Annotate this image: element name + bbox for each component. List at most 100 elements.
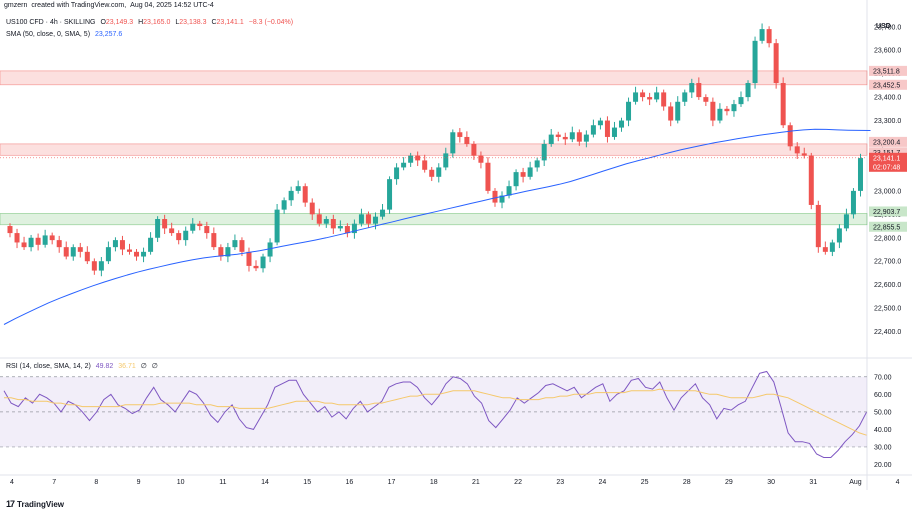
symbol-legend[interactable]: US100 CFD · 4h · SKILLING O23,149.3 H23,… bbox=[6, 19, 296, 26]
candle bbox=[7, 223, 13, 238]
candle-body bbox=[63, 247, 69, 257]
candle-body bbox=[105, 247, 111, 262]
sma-label[interactable]: SMA (50, close, 0, SMA, 5) bbox=[6, 31, 91, 38]
price-tick-label: 23,400.0 bbox=[874, 95, 901, 102]
candle bbox=[787, 122, 793, 151]
time-tick-label: 15 bbox=[303, 479, 311, 486]
price-tick-label: 22,600.0 bbox=[874, 282, 901, 289]
open-value: 23,149.3 bbox=[105, 19, 134, 26]
candle-body bbox=[661, 92, 667, 107]
price-tick-label: 23,300.0 bbox=[874, 118, 901, 125]
candle bbox=[534, 157, 540, 172]
candle-body bbox=[232, 240, 238, 248]
candle bbox=[408, 152, 414, 167]
candle bbox=[843, 208, 849, 232]
candle-body bbox=[548, 134, 554, 144]
candle-body bbox=[267, 242, 273, 257]
sma-value: 23,257.6 bbox=[94, 31, 123, 38]
candle bbox=[134, 249, 140, 261]
sma-line bbox=[3, 128, 871, 325]
candle-body bbox=[225, 247, 231, 257]
candle bbox=[380, 204, 386, 220]
candle bbox=[148, 232, 154, 255]
candle bbox=[295, 180, 301, 194]
candle bbox=[801, 147, 807, 159]
price-tag: 23,141.1 bbox=[869, 152, 907, 163]
candle-body bbox=[626, 101, 632, 121]
sma-legend[interactable]: SMA (50, close, 0, SMA, 5) 23,257.6 bbox=[6, 31, 125, 38]
price-tag-label: 23,452.5 bbox=[873, 82, 900, 89]
candle-body bbox=[829, 242, 835, 252]
candle-body bbox=[597, 120, 603, 126]
zone-red-1 bbox=[0, 143, 868, 156]
candle bbox=[351, 219, 357, 239]
price-tag-bg bbox=[869, 206, 907, 217]
candle-body bbox=[443, 153, 449, 168]
candle-body bbox=[183, 230, 189, 241]
candle-body bbox=[98, 261, 104, 271]
candle bbox=[365, 211, 371, 228]
rsi-line bbox=[3, 370, 867, 458]
price-tag: 23,452.5 bbox=[869, 79, 907, 90]
price-tag: 02:07:48 bbox=[869, 161, 907, 172]
price-tag-bg bbox=[869, 147, 907, 158]
price-tag-label: 22,855.5 bbox=[873, 224, 900, 231]
candle bbox=[49, 232, 55, 245]
time-tick-label: 28 bbox=[683, 479, 691, 486]
candle-body bbox=[351, 223, 357, 234]
time-tick-label: 9 bbox=[137, 479, 141, 486]
candle bbox=[112, 237, 118, 252]
candle-body bbox=[77, 247, 83, 252]
candle bbox=[541, 139, 547, 167]
candle bbox=[590, 119, 596, 138]
candle bbox=[633, 86, 639, 105]
price-tag-label: 23,200.4 bbox=[873, 139, 900, 146]
candle bbox=[358, 208, 364, 227]
time-tick-label: 22 bbox=[514, 479, 522, 486]
candle-body bbox=[527, 167, 533, 177]
candle-body bbox=[696, 83, 702, 98]
price-tick-label: 22,700.0 bbox=[874, 259, 901, 266]
candle-body bbox=[724, 108, 730, 112]
candle bbox=[710, 97, 716, 127]
rsi-legend[interactable]: RSI (14, close, SMA, 14, 2) 49.82 36.71 … bbox=[6, 362, 161, 370]
candle-body bbox=[815, 204, 821, 248]
price-tag-bg bbox=[869, 152, 907, 163]
candle-body bbox=[91, 261, 97, 271]
candle bbox=[21, 236, 27, 250]
candle-body bbox=[42, 235, 48, 245]
candle bbox=[42, 229, 48, 248]
candle-body bbox=[808, 155, 814, 205]
price-tick-label: 23,600.0 bbox=[874, 48, 901, 55]
candle-body bbox=[654, 92, 660, 100]
symbol-name[interactable]: US100 CFD · 4h · SKILLING bbox=[6, 19, 96, 26]
price-tag: 22,903.7 bbox=[869, 206, 907, 217]
candle bbox=[344, 223, 350, 238]
candle bbox=[464, 131, 470, 147]
candle bbox=[548, 128, 554, 147]
tradingview-logo[interactable]: 17 TradingView bbox=[6, 499, 64, 509]
candle bbox=[246, 247, 252, 272]
candle bbox=[752, 36, 758, 89]
candle bbox=[169, 222, 175, 236]
candle-body bbox=[836, 228, 842, 243]
candle-body bbox=[401, 162, 407, 168]
candle bbox=[626, 97, 632, 127]
time-tick-label: 4 bbox=[896, 479, 900, 486]
candle bbox=[239, 237, 245, 257]
candle-body bbox=[316, 214, 322, 224]
candle bbox=[197, 220, 203, 231]
candle-body bbox=[14, 233, 20, 243]
rsi-label[interactable]: RSI (14, close, SMA, 14, 2) bbox=[6, 363, 91, 370]
candle bbox=[654, 86, 660, 103]
candle bbox=[794, 142, 800, 159]
candle-body bbox=[766, 29, 772, 44]
candle bbox=[190, 218, 196, 234]
candle bbox=[35, 233, 41, 251]
candle-body bbox=[675, 101, 681, 121]
high-value: 23,165.0 bbox=[143, 19, 171, 26]
candle bbox=[499, 191, 505, 209]
candle-body bbox=[281, 200, 287, 210]
candle bbox=[717, 103, 723, 124]
